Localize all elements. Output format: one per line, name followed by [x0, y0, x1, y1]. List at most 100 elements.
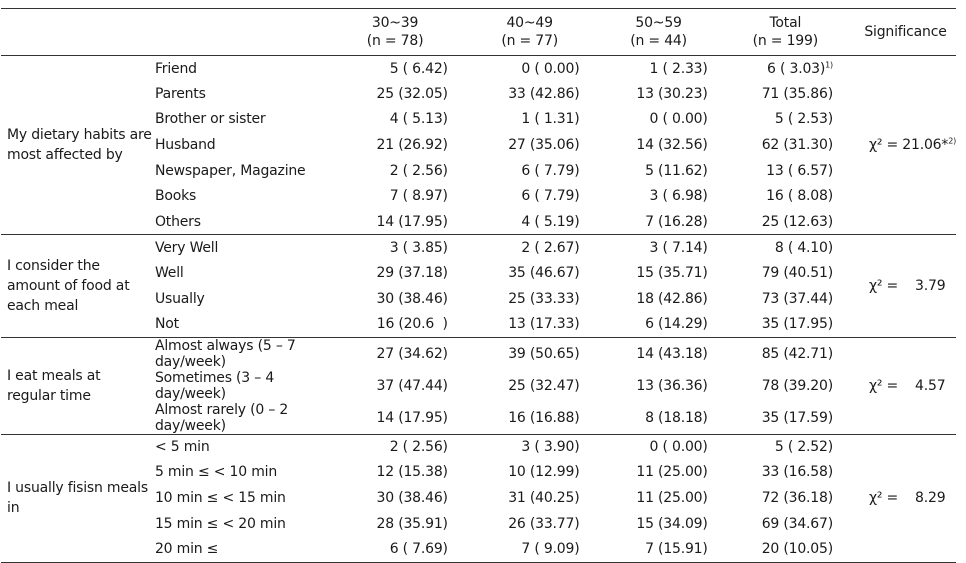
value-cell-40-49: 39 (50.65): [508, 345, 580, 362]
header-age-40-49-label: 40~49: [506, 15, 553, 31]
value-cell-total: 35 (17.59): [737, 401, 855, 435]
option-cell: Well: [154, 265, 184, 282]
value-cell-total: 35 (17.95): [737, 311, 855, 338]
value-cell-total: 8 ( 4.10): [738, 235, 855, 261]
value-cell-30-39: 27 (34.62): [376, 345, 448, 362]
total-value: 35 (17.59): [761, 409, 833, 426]
chi-square-value: χ² = 4.57: [868, 377, 946, 394]
table-row: 5 min ≤ < 10 min 12 (15.38) 10 (12.99) 11 (…: [1, 460, 956, 486]
header-total-n: (n = 199): [752, 33, 819, 49]
value-cell-total: 73 (37.44): [738, 286, 855, 312]
value-cell-total: 6 ( 3.03)1): [738, 56, 855, 82]
value-cell-30-39: 30 (38.46): [376, 490, 448, 507]
total-value: 8 ( 4.10): [774, 239, 833, 256]
total-value: 20 (10.05): [761, 540, 833, 557]
value-cell-50-59: 6 (14.29): [609, 311, 738, 338]
total-value: 5 ( 2.53): [774, 111, 833, 128]
value-cell-total: 20 (10.05): [737, 536, 855, 563]
value-cell-40-49: 13 (17.33): [479, 311, 610, 338]
question-cell: I eat meals at regular time: [1, 337, 153, 435]
table-row: I usually fisisn meals in < 5 min 2 ( 2.56…: [1, 434, 956, 563]
significance-cell: χ² = 8.29: [854, 434, 956, 563]
total-value: 25 (12.63): [761, 213, 833, 230]
table-row: Husband 21 (26.92) 27 (35.06) 14 (32.56) 62 …: [1, 132, 956, 158]
value-cell-total: 85 (42.71): [738, 337, 855, 370]
header-row: 30~39 (n = 78) 40~49 (n = 77) 50~59 (n =…: [1, 8, 956, 56]
table-row: I consider the amount of food at each me…: [1, 234, 956, 338]
header-age-40-49: 40~49 (n = 77): [479, 8, 610, 56]
table-row: Sometimes (3 – 4 day/week) 37 (47.44) 25 (…: [1, 370, 956, 402]
value-cell-40-49: 35 (46.67): [508, 265, 580, 282]
table-row: Usually 30 (38.46) 25 (33.33) 18 (42.86) 73 …: [1, 286, 956, 312]
option-cell: Others: [152, 209, 343, 236]
value-cell-50-59: 11 (25.00): [636, 464, 708, 481]
table-row: 10 min ≤ < 15 min 30 (38.46) 31 (40.25) 11 …: [1, 485, 956, 511]
value-cell-total: 16 ( 8.08): [738, 183, 855, 209]
value-cell-total: 69 (34.67): [738, 511, 855, 537]
table-row: Well 29 (37.18) 35 (46.67) 15 (35.71) 79 (40…: [1, 260, 956, 286]
value-cell-50-59: 1 ( 2.33): [649, 60, 708, 77]
table-row: My dietary habits are most affected by Fr…: [1, 55, 956, 236]
value-cell-50-59: 13 (36.36): [636, 377, 708, 394]
value-cell-30-39: 4 ( 5.13): [389, 111, 448, 128]
option-cell: Books: [154, 188, 197, 205]
value-cell-30-39: 7 ( 8.97): [389, 188, 448, 205]
value-cell-50-59: 15 (35.71): [636, 265, 708, 282]
header-question-blank: [1, 8, 153, 56]
header-age-50-59: 50~59 (n = 44): [609, 8, 738, 56]
option-cell: 5 min ≤ < 10 min: [154, 464, 278, 481]
chi-square-value: χ² = 8.29: [868, 490, 946, 507]
table-row: Others 14 (17.95) 4 ( 5.19) 7 (16.28) 25 (12…: [1, 209, 956, 236]
total-value: 85 (42.71): [761, 345, 833, 362]
option-cell: Sometimes (3 – 4 day/week): [154, 369, 275, 402]
header-age-30-39: 30~39 (n = 78): [342, 8, 480, 56]
value-cell-30-39: 25 (32.05): [376, 85, 448, 102]
value-cell-40-49: 0 ( 0.00): [521, 60, 580, 77]
value-cell-40-49: 6 ( 7.79): [521, 162, 580, 179]
value-cell-30-39: 16 (20.6 ): [342, 311, 480, 338]
option-cell: Usually: [154, 290, 205, 307]
header-option-blank: [152, 8, 343, 56]
chi-square-value: χ² = 21.06*: [868, 137, 949, 154]
value-cell-40-49: 33 (42.86): [508, 85, 580, 102]
value-cell-total: 72 (36.18): [738, 485, 855, 511]
value-cell-total: 13 ( 6.57): [738, 158, 855, 184]
footnote-marker: 2): [948, 136, 956, 146]
total-value: 16 ( 8.08): [766, 188, 833, 205]
table-row: Newspaper, Magazine 2 ( 2.56) 6 ( 7.79) 5 (…: [1, 158, 956, 184]
value-cell-30-39: 3 ( 3.85): [389, 239, 448, 256]
significance-cell: χ² = 4.57: [854, 337, 956, 435]
header-age-40-49-n: (n = 77): [501, 33, 558, 49]
value-cell-40-49: 6 ( 7.79): [521, 188, 580, 205]
value-cell-30-39: 21 (26.92): [376, 137, 448, 154]
table-row: Not 16 (20.6 ) 13 (17.33) 6 (14.29) 35 (17.9…: [1, 311, 956, 338]
value-cell-total: 62 (31.30): [738, 132, 855, 158]
value-cell-40-49: 27 (35.06): [508, 137, 580, 154]
value-cell-30-39: 5 ( 6.42): [389, 60, 448, 77]
value-cell-50-59: 14 (43.18): [636, 345, 708, 362]
value-cell-40-49: 16 (16.88): [479, 401, 610, 435]
option-cell: 10 min ≤ < 15 min: [154, 490, 286, 507]
total-value: 79 (40.51): [761, 265, 833, 282]
value-cell-30-39: 14 (17.95): [342, 401, 480, 435]
table-row: Parents 25 (32.05) 33 (42.86) 13 (30.23) 71 …: [1, 81, 956, 107]
option-cell: Brother or sister: [154, 111, 266, 128]
significance-cell: χ² = 3.79: [854, 234, 956, 338]
question-cell: I consider the amount of food at each me…: [1, 234, 153, 338]
total-value: 5 ( 2.52): [774, 439, 833, 456]
value-cell-50-59: 13 (30.23): [636, 85, 708, 102]
total-value: 69 (34.67): [761, 515, 833, 532]
value-cell-40-49: 2 ( 2.67): [521, 239, 580, 256]
total-value: 62 (31.30): [761, 137, 833, 154]
value-cell-total: 79 (40.51): [738, 260, 855, 286]
header-age-30-39-n: (n = 78): [366, 33, 424, 49]
value-cell-30-39: 2 ( 2.56): [389, 162, 448, 179]
value-cell-50-59: 15 (34.09): [636, 515, 708, 532]
header-significance: Significance: [854, 8, 956, 56]
value-cell-40-49: 3 ( 3.90): [521, 439, 580, 456]
value-cell-40-49: 25 (33.33): [508, 290, 580, 307]
value-cell-30-39: 12 (15.38): [376, 464, 448, 481]
chi-square-value: χ² = 3.79: [868, 277, 946, 294]
total-value: 78 (39.20): [761, 377, 833, 394]
option-cell: 20 min ≤: [152, 536, 343, 563]
